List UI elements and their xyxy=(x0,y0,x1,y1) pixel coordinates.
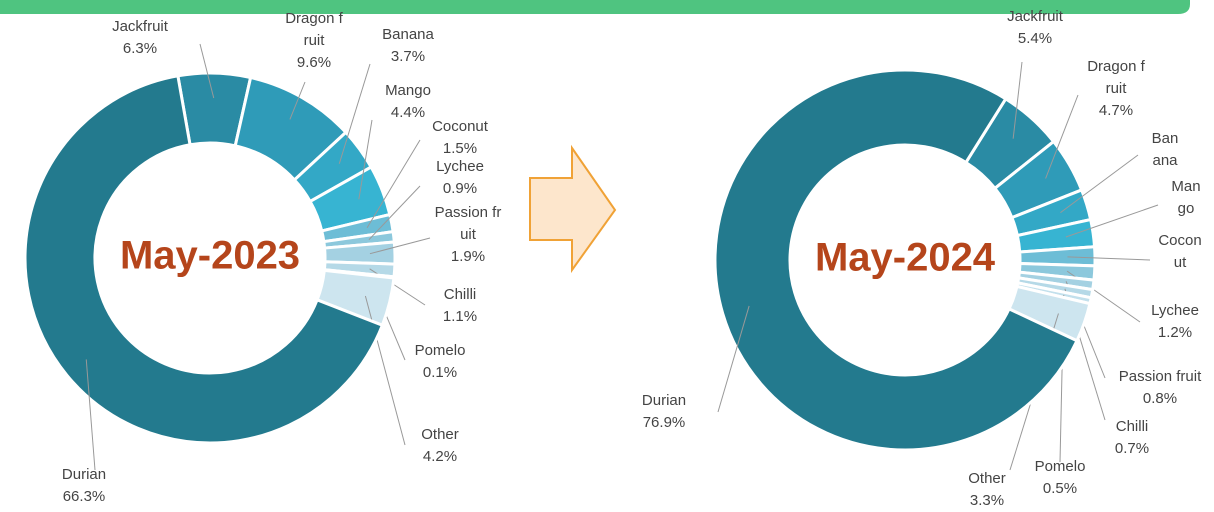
data-label: Mango 4.4% xyxy=(368,80,448,124)
leader-line xyxy=(1045,94,1079,179)
category-label: Banana xyxy=(382,26,434,43)
value-label: 6.3% xyxy=(122,40,158,57)
category-label: Jackfruit xyxy=(112,18,168,35)
category-label: Coconut xyxy=(432,118,488,135)
leader-line xyxy=(1067,256,1151,261)
slice xyxy=(23,74,385,445)
value-label: 66.3% xyxy=(62,488,106,505)
value-label: 76.9% xyxy=(642,414,686,431)
value-label: 0.1% xyxy=(422,364,458,381)
leader-line xyxy=(85,359,96,471)
value-label: 0.9% xyxy=(442,180,478,197)
data-label: Dragon fruit 4.7% xyxy=(1085,56,1147,122)
data-label: Dragon fruit 9.6% xyxy=(283,8,345,74)
category-label: Banana xyxy=(1151,130,1179,169)
category-label: Durian xyxy=(641,392,687,409)
category-label: Mango xyxy=(385,82,431,99)
category-label: Other xyxy=(421,426,459,443)
category-label: Chilli xyxy=(1115,418,1149,435)
top-bar xyxy=(0,0,1190,14)
leader-line xyxy=(1060,154,1139,213)
data-label: Durian 76.9% xyxy=(629,390,699,434)
category-label: Dragon fruit xyxy=(285,10,343,49)
data-label: Coconut xyxy=(1156,230,1204,274)
value-label: 3.7% xyxy=(390,48,426,65)
data-label: Chilli 0.7% xyxy=(1102,416,1162,460)
data-label: Mango xyxy=(1169,176,1203,220)
category-label: Mango xyxy=(1171,178,1201,217)
value-label: 1.5% xyxy=(442,140,478,157)
data-label: Banana xyxy=(1149,128,1181,172)
value-label: 9.6% xyxy=(296,54,332,71)
data-label: Pomelo 0.1% xyxy=(405,340,475,384)
leader-line xyxy=(366,139,421,229)
value-label: 4.2% xyxy=(422,448,458,465)
category-label: Passion fruit xyxy=(1118,368,1202,385)
chart-title: May-2023 xyxy=(119,233,301,278)
data-label: Passion fruit 0.8% xyxy=(1100,366,1214,410)
data-label: Pomelo 0.5% xyxy=(1025,456,1095,500)
category-label: Dragon fruit xyxy=(1087,58,1145,97)
category-label: Pomelo xyxy=(1034,458,1086,475)
category-label: Passion fruit xyxy=(434,204,502,243)
data-label: Other 3.3% xyxy=(952,468,1022,512)
data-label: Durian 66.3% xyxy=(44,464,124,508)
category-label: Lychee xyxy=(1151,302,1199,319)
slice xyxy=(713,68,1079,452)
value-label: 4.7% xyxy=(1098,102,1134,119)
category-label: Coconut xyxy=(1158,232,1202,271)
data-label: Chilli 1.1% xyxy=(430,284,490,328)
data-label: Banana 3.7% xyxy=(368,24,448,68)
leader-line xyxy=(368,185,421,241)
data-label: Lychee 0.9% xyxy=(420,156,500,200)
data-label: Jackfruit 5.4% xyxy=(995,6,1075,50)
leader-line xyxy=(1065,204,1159,238)
leader-line xyxy=(338,63,371,164)
value-label: 1.9% xyxy=(450,248,486,265)
value-label: 0.8% xyxy=(1142,390,1178,407)
leader-line xyxy=(369,237,431,255)
value-label: 3.3% xyxy=(969,492,1005,509)
value-label: 4.4% xyxy=(390,104,426,121)
category-label: Other xyxy=(968,470,1006,487)
data-label: Lychee 1.2% xyxy=(1135,300,1214,344)
leader-line xyxy=(717,305,750,413)
value-label: 1.2% xyxy=(1157,324,1193,341)
value-label: 1.1% xyxy=(442,308,478,325)
category-label: Pomelo xyxy=(414,342,466,359)
category-label: Chilli xyxy=(443,286,477,303)
leader-line xyxy=(289,81,306,120)
value-label: 5.4% xyxy=(1017,30,1053,47)
arrow xyxy=(529,144,617,274)
data-label: Passion fruit 1.9% xyxy=(432,202,504,268)
category-label: Durian xyxy=(61,466,107,483)
value-label: 0.7% xyxy=(1114,440,1150,457)
data-label: Other 4.2% xyxy=(405,424,475,468)
category-label: Lychee xyxy=(436,158,484,175)
data-label: Coconut 1.5% xyxy=(420,116,500,160)
value-label: 0.5% xyxy=(1042,480,1078,497)
data-label: Jackfruit 6.3% xyxy=(100,16,180,60)
leader-line xyxy=(358,119,373,200)
leader-line xyxy=(199,43,215,99)
chart-title: May-2024 xyxy=(814,235,996,280)
category-label: Jackfruit xyxy=(1007,8,1063,25)
leader-line xyxy=(1012,61,1023,139)
